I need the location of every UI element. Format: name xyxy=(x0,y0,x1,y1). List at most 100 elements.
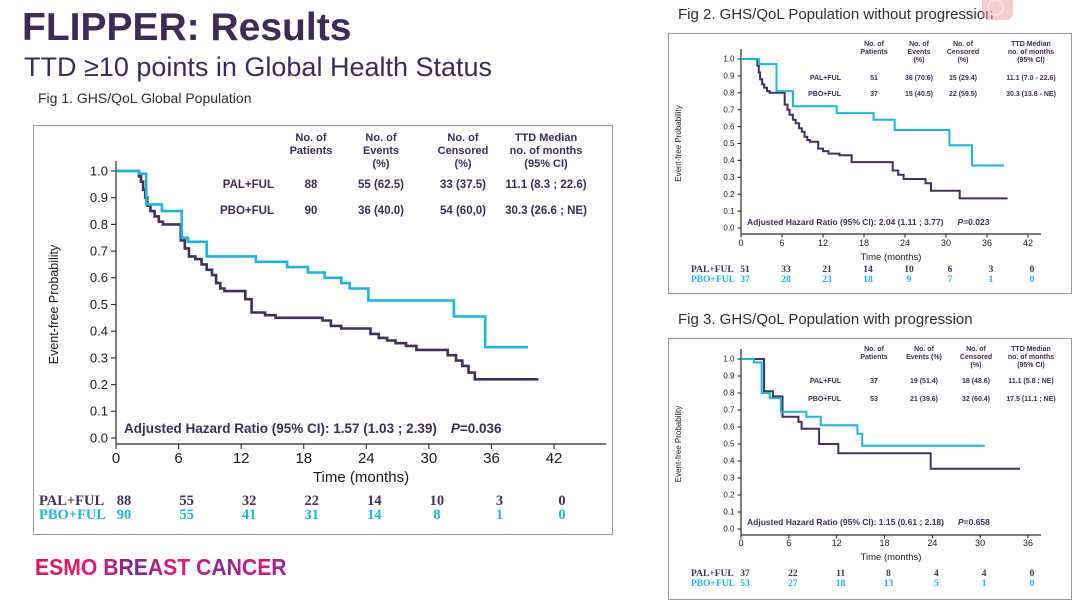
stats-header: (%) xyxy=(914,57,925,64)
stats-cell: 36 (70.6) xyxy=(905,75,933,82)
y-tick-label: 0.6 xyxy=(723,423,735,432)
at-risk-value: 32 xyxy=(242,493,257,509)
stats-header: Patients xyxy=(290,145,333,157)
y-tick-label: 0.1 xyxy=(90,404,108,419)
x-tick-label: 30 xyxy=(975,538,985,548)
record-indicator-icon xyxy=(982,0,1013,20)
page-subtitle: TTD ≥10 points in Global Health Status xyxy=(24,52,493,82)
x-tick-label: 0 xyxy=(738,238,743,248)
at-risk-value: 0 xyxy=(1030,265,1035,275)
stats-cell: 90 xyxy=(305,205,318,217)
hazard-ratio-annotation: Adjusted Hazard Ratio (95% CI): 1.57 (1.… xyxy=(124,421,502,436)
x-tick-label: 12 xyxy=(832,538,842,548)
at-risk-row-label: PAL+FUL xyxy=(691,265,734,275)
at-risk-value: 23 xyxy=(822,275,832,285)
stats-header: no. of months xyxy=(510,145,583,157)
stats-cell: 37 xyxy=(870,91,878,98)
stats-row-label: PAL+FUL xyxy=(810,75,842,82)
y-tick-label: 0.7 xyxy=(90,244,108,259)
at-risk-row-label: PAL+FUL xyxy=(39,493,105,509)
stats-header: (95% CI) xyxy=(524,158,568,170)
stats-header: (95% CI) xyxy=(1017,57,1045,64)
y-tick-label: 0.5 xyxy=(90,297,108,312)
stats-header: (%) xyxy=(971,362,982,369)
at-risk-value: 10 xyxy=(904,265,914,275)
stats-cell: 11.1 (5.8 ; NE) xyxy=(1008,378,1054,385)
at-risk-value: 1 xyxy=(982,579,987,589)
stats-cell: 18 (48.6) xyxy=(962,378,990,385)
stats-cell: 11.1 (7.0 - 22.6) xyxy=(1006,75,1055,82)
stats-header: Patients xyxy=(860,49,887,56)
stats-row-label: PAL+FUL xyxy=(223,179,274,191)
stats-cell: 22 (59.5) xyxy=(949,91,977,98)
y-tick-label: 0.7 xyxy=(723,105,735,114)
x-tick-label: 6 xyxy=(779,238,784,248)
y-tick-label: 0.0 xyxy=(90,430,108,445)
stats-cell: 88 xyxy=(305,179,318,191)
stats-header: no. of months xyxy=(1008,49,1054,56)
fig1-km-chart: 0.00.10.20.30.40.50.60.70.80.91.00 6 12 18 2… xyxy=(39,132,606,523)
stats-header: no. of months xyxy=(1008,354,1054,361)
at-risk-value: 6 xyxy=(948,265,953,275)
stats-cell: 32 (60.4) xyxy=(962,396,990,403)
at-risk-value: 55 xyxy=(179,493,194,509)
at-risk-value: 14 xyxy=(367,493,382,509)
stats-cell: 19 (51.4) xyxy=(910,378,938,385)
y-tick-label: 0.7 xyxy=(723,406,735,415)
km-curve-PBO+FUL xyxy=(116,169,528,349)
x-tick-label: 24 xyxy=(900,238,910,248)
x-tick-label: 30 xyxy=(421,450,438,467)
stats-cell: 30.3 (13.8 - NE) xyxy=(1006,91,1056,98)
x-tick-label: 36 xyxy=(982,238,992,248)
stats-header: TTD Median xyxy=(515,132,578,144)
at-risk-value: 0 xyxy=(1030,275,1035,285)
x-axis-label: Time (months) xyxy=(313,469,409,486)
at-risk-value: 0 xyxy=(1030,579,1035,589)
km-curve-PAL+FUL xyxy=(741,358,1020,470)
y-tick-label: 1.0 xyxy=(90,163,108,178)
y-axis-label: Event-free Probability xyxy=(47,244,61,364)
stats-header: Events xyxy=(908,49,931,56)
at-risk-value: 10 xyxy=(430,493,445,509)
stats-cell: 11.1 (8.3 ; 22.6) xyxy=(505,179,586,191)
esmo-breast-cancer-logo: ESMO BREAST CANCER xyxy=(35,554,287,580)
at-risk-value: 51 xyxy=(740,265,750,275)
x-axis-label: Time (months) xyxy=(861,252,922,263)
stats-header: No. of xyxy=(295,132,326,144)
stats-cell: 21 (39.6) xyxy=(910,396,938,403)
stats-header: (%) xyxy=(372,158,389,170)
y-tick-label: 0.1 xyxy=(723,508,735,517)
stats-cell: 51 xyxy=(870,75,878,82)
y-tick-label: 0.4 xyxy=(90,324,108,339)
x-axis-label: Time (months) xyxy=(861,552,922,563)
y-axis-label: Event-free Probability xyxy=(674,105,683,181)
at-risk-value: 33 xyxy=(781,265,791,275)
y-tick-label: 0.9 xyxy=(723,72,735,81)
stats-header: TTD Median xyxy=(1011,41,1051,48)
at-risk-value: 1 xyxy=(989,275,994,285)
stats-cell: 17.5 (11.1 ; NE) xyxy=(1006,396,1055,403)
stats-header: Censored xyxy=(960,354,992,361)
at-risk-value: 27 xyxy=(788,579,798,589)
at-risk-value: 31 xyxy=(304,507,319,523)
x-tick-label: 42 xyxy=(1023,238,1033,248)
y-tick-label: 0.1 xyxy=(723,207,735,216)
at-risk-value: 13 xyxy=(884,579,894,589)
stats-header: No. of xyxy=(365,132,396,144)
stats-row-label: PBO+FUL xyxy=(808,396,842,403)
stats-cell: 54 (60,0) xyxy=(440,205,486,217)
stats-header: (95% CI) xyxy=(1017,362,1045,369)
y-tick-label: 0.6 xyxy=(723,122,735,131)
stats-header: Patients xyxy=(860,354,887,361)
at-risk-value: 1 xyxy=(496,507,503,523)
x-tick-label: 36 xyxy=(483,450,500,467)
fig2-km-chart: 0.0 0.1 0.2 0.3 0.4 0.5 0.6 0.7 0.8 0.9 1.0 0 6 12 18 2… xyxy=(674,41,1056,285)
fig3-panel: 0.0 0.1 0.2 0.3 0.4 0.5 0.6 0.7 0.8 0.9 1.0 0 6 12 18 2… xyxy=(668,338,1072,600)
fig3-km-chart: 0.00.10.20.30.40.50.60.70.80.91.00 6 12 18 2… xyxy=(674,346,1056,589)
x-tick-label: 6 xyxy=(786,538,791,548)
y-tick-label: 0.5 xyxy=(723,139,735,148)
stats-row-label: PBO+FUL xyxy=(220,205,274,217)
y-tick-label: 1.0 xyxy=(723,55,735,64)
y-tick-label: 0.8 xyxy=(90,217,108,232)
stats-header: Events (%) xyxy=(906,354,942,361)
